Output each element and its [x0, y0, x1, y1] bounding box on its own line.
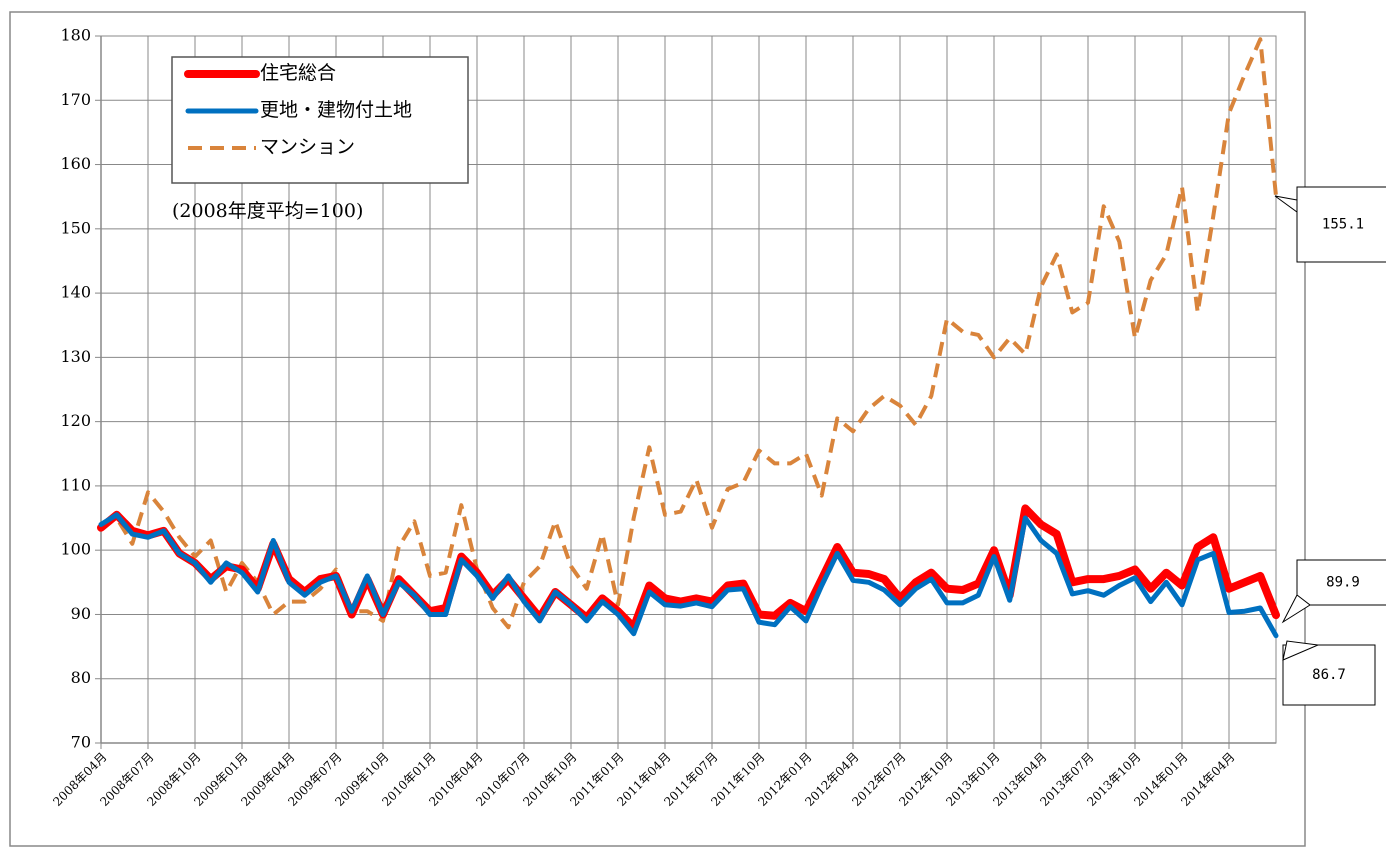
data-label: 86.7	[1312, 667, 1346, 683]
callout-box	[1296, 186, 1386, 263]
y-tick-label: 170	[60, 90, 91, 109]
callout-pointer	[1281, 594, 1311, 624]
y-tick-label: 70	[71, 733, 91, 752]
y-tick-label: 100	[60, 540, 91, 559]
series-line	[100, 37, 1278, 630]
callout-box	[1296, 559, 1386, 606]
y-tick-label: 160	[60, 154, 91, 173]
callout-pointer	[1282, 640, 1320, 661]
y-tick-label: 150	[60, 218, 91, 237]
lines	[97, 37, 1280, 639]
annotation: (2008年度平均=100)	[172, 200, 363, 222]
y-tick-label: 90	[71, 604, 91, 623]
callout-pointer	[1274, 195, 1298, 213]
data-label: 89.9	[1326, 575, 1360, 591]
y-tick-label: 140	[60, 283, 91, 302]
callout-box	[1282, 644, 1376, 706]
legend-label: マンション	[260, 136, 355, 158]
y-tick-label: 110	[60, 475, 91, 494]
y-tick-label: 120	[60, 411, 91, 430]
y-tick-label: 130	[60, 347, 91, 366]
series-line	[98, 512, 1279, 639]
data-label: 155.1	[1322, 217, 1364, 233]
legend-label: 住宅総合	[260, 62, 336, 84]
legend-label: 更地・建物付土地	[260, 99, 412, 121]
y-tick-label: 180	[60, 26, 91, 45]
y-tick-label: 80	[71, 668, 91, 687]
